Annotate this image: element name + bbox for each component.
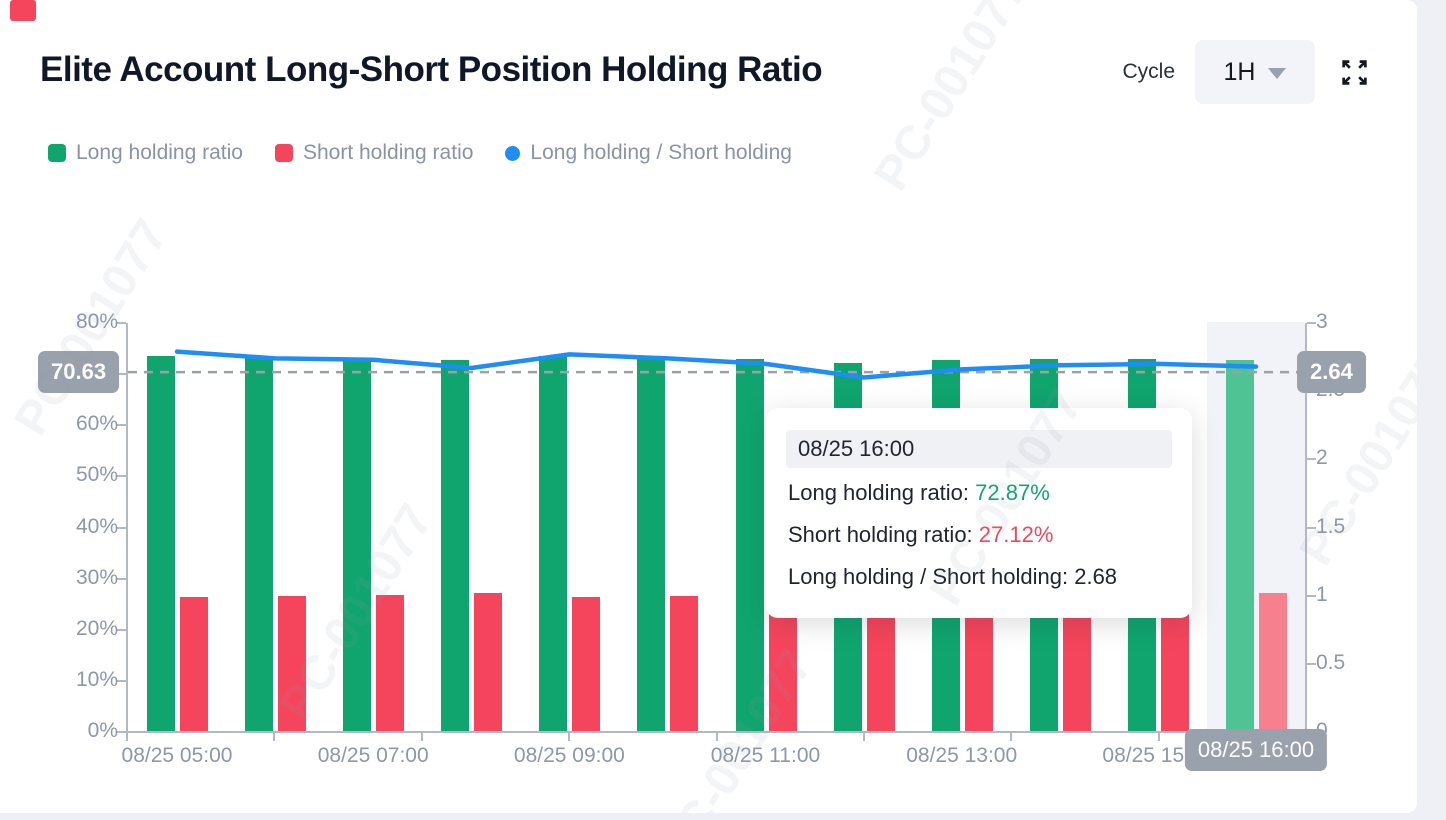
fullscreen-icon[interactable]: [1339, 57, 1370, 88]
x-axis-tick-label: 08/25 05:00: [121, 744, 233, 767]
chart-controls: Cycle 1H: [1122, 40, 1370, 104]
line-series-marker-icon: [505, 145, 521, 161]
left-axis-tick: [117, 731, 126, 733]
left-axis-tick: [117, 526, 126, 529]
bar-series-marker-icon: [48, 144, 66, 162]
tooltip-row: Long holding ratio: 72.87%: [786, 472, 1172, 514]
x-axis-tick: [126, 733, 128, 741]
left-axis-tick: [117, 322, 126, 324]
short-ratio-bar[interactable]: [670, 595, 699, 732]
short-ratio-bar[interactable]: [180, 597, 208, 732]
x-axis-tick: [862, 733, 865, 741]
left-axis-tick-label: 50%: [75, 463, 118, 487]
left-axis-tick-label: 30%: [75, 565, 118, 589]
long-ratio-bar[interactable]: [147, 355, 175, 732]
legend-item-short[interactable]: Short holding ratio: [274, 141, 474, 165]
left-axis-tick: [117, 373, 126, 376]
cycle-dropdown[interactable]: 1H: [1195, 40, 1315, 104]
tooltip-row-value: 2.68: [1074, 564, 1118, 589]
x-axis-tick-label: 08/25 13:00: [906, 744, 1018, 767]
legend-item-label: Short holding ratio: [302, 141, 474, 164]
cycle-label: Cycle: [1122, 60, 1175, 83]
tooltip-header: 08/25 16:00: [786, 430, 1172, 468]
right-axis-tick-label: 1: [1316, 582, 1328, 606]
left-axis-tick-label: 10%: [75, 667, 118, 691]
cycle-value: 1H: [1223, 57, 1256, 86]
legend-item-label: Long holding / Short holding: [530, 141, 792, 164]
right-axis-tick: [1307, 526, 1316, 529]
tooltip-row: Long holding / Short holding: 2.68: [786, 556, 1172, 598]
x-axis-tick: [273, 733, 276, 741]
left-axis-tick: [117, 577, 126, 580]
right-axis-tick-label: 3: [1316, 310, 1328, 333]
right-axis-tick: [1307, 458, 1316, 461]
chart-plot-area[interactable]: 80%60%50%40%30%20%10%0%32.521.510.5008/2…: [0, 0, 1417, 813]
long-ratio-bar[interactable]: [735, 358, 764, 732]
right-axis-tick: [1307, 322, 1316, 324]
right-axis-tick-label: 0.5: [1316, 650, 1346, 674]
x-axis-tick: [568, 733, 571, 741]
x-axis-tick: [1157, 733, 1160, 741]
right-axis-tick-label: 2: [1316, 446, 1328, 470]
page-title: Elite Account Long-Short Position Holdin…: [40, 50, 823, 89]
right-axis-line: [1305, 323, 1307, 740]
x-axis-tick-label: 08/25 11:00: [710, 744, 821, 767]
short-ratio-bar[interactable]: [278, 595, 307, 732]
chart-card: Elite Account Long-Short Position Holdin…: [0, 0, 1417, 813]
legend-item-label: Long holding ratio: [76, 141, 243, 164]
legend-item-ratio[interactable]: Long holding / Short holding: [505, 141, 792, 165]
tooltip-row-label: Long holding ratio:: [788, 480, 976, 505]
short-ratio-bar[interactable]: [572, 596, 601, 732]
bar-series-marker-icon: [274, 144, 293, 162]
short-ratio-bar[interactable]: [474, 592, 503, 732]
left-axis-tick-label: 0%: [87, 719, 118, 742]
left-axis-tick-label: 40%: [75, 514, 118, 538]
right-axis-tick: [1307, 662, 1316, 665]
chevron-down-icon: [1268, 67, 1287, 79]
long-ratio-bar[interactable]: [245, 357, 274, 732]
x-axis-tick: [1010, 733, 1013, 741]
right-axis-tick-label: 1.5: [1316, 514, 1346, 538]
ratio-line-series: [174, 349, 1259, 380]
long-ratio-bar[interactable]: [343, 357, 372, 732]
short-ratio-bar[interactable]: [376, 595, 405, 732]
tooltip-row-value: 27.12%: [978, 522, 1054, 547]
axis-pointer-x-badge: 08/25 16:00: [1184, 729, 1328, 771]
tooltip-row-label: Short holding ratio:: [788, 522, 979, 547]
line-series-svg: [128, 349, 1305, 380]
tooltip: 08/25 16:00 Long holding ratio: 72.87% Sh…: [766, 408, 1192, 618]
tooltip-row: Short holding ratio: 27.12%: [786, 514, 1172, 556]
long-ratio-bar[interactable]: [637, 357, 666, 732]
x-axis-tick-label: 08/25 07:00: [317, 744, 429, 767]
legend-item-long[interactable]: Long holding ratio: [48, 141, 243, 165]
x-axis-tick: [420, 733, 423, 741]
left-axis-tick: [117, 475, 126, 478]
long-ratio-bar[interactable]: [1225, 359, 1254, 732]
left-axis-tick-label: 80%: [75, 310, 118, 333]
legend: Long holding ratio Short holding ratio Lon…: [48, 141, 792, 165]
x-axis-tick-label: 08/25 09:00: [513, 744, 625, 767]
left-axis-tick-label: 60%: [75, 412, 118, 436]
left-axis-tick: [117, 424, 126, 427]
x-axis-line: [126, 731, 1307, 733]
left-axis-line: [126, 323, 128, 740]
left-axis-tick: [117, 628, 126, 631]
x-axis-tick: [715, 733, 718, 741]
long-ratio-bar[interactable]: [539, 356, 568, 732]
long-ratio-bar[interactable]: [441, 359, 470, 732]
tooltip-row-value: 72.87%: [975, 480, 1050, 505]
tooltip-row-label: Long holding / Short holding:: [788, 564, 1075, 589]
left-axis-tick-label: 20%: [75, 616, 118, 640]
left-axis-tick: [117, 679, 126, 682]
axis-pointer-right-badge: 2.64: [1297, 351, 1366, 394]
clipped-red-element: [10, 0, 36, 21]
axis-pointer-left-badge: 70.63: [38, 351, 120, 394]
hover-highlight-band: [1206, 322, 1305, 737]
right-axis-tick: [1307, 594, 1316, 597]
short-ratio-bar[interactable]: [1258, 593, 1287, 732]
